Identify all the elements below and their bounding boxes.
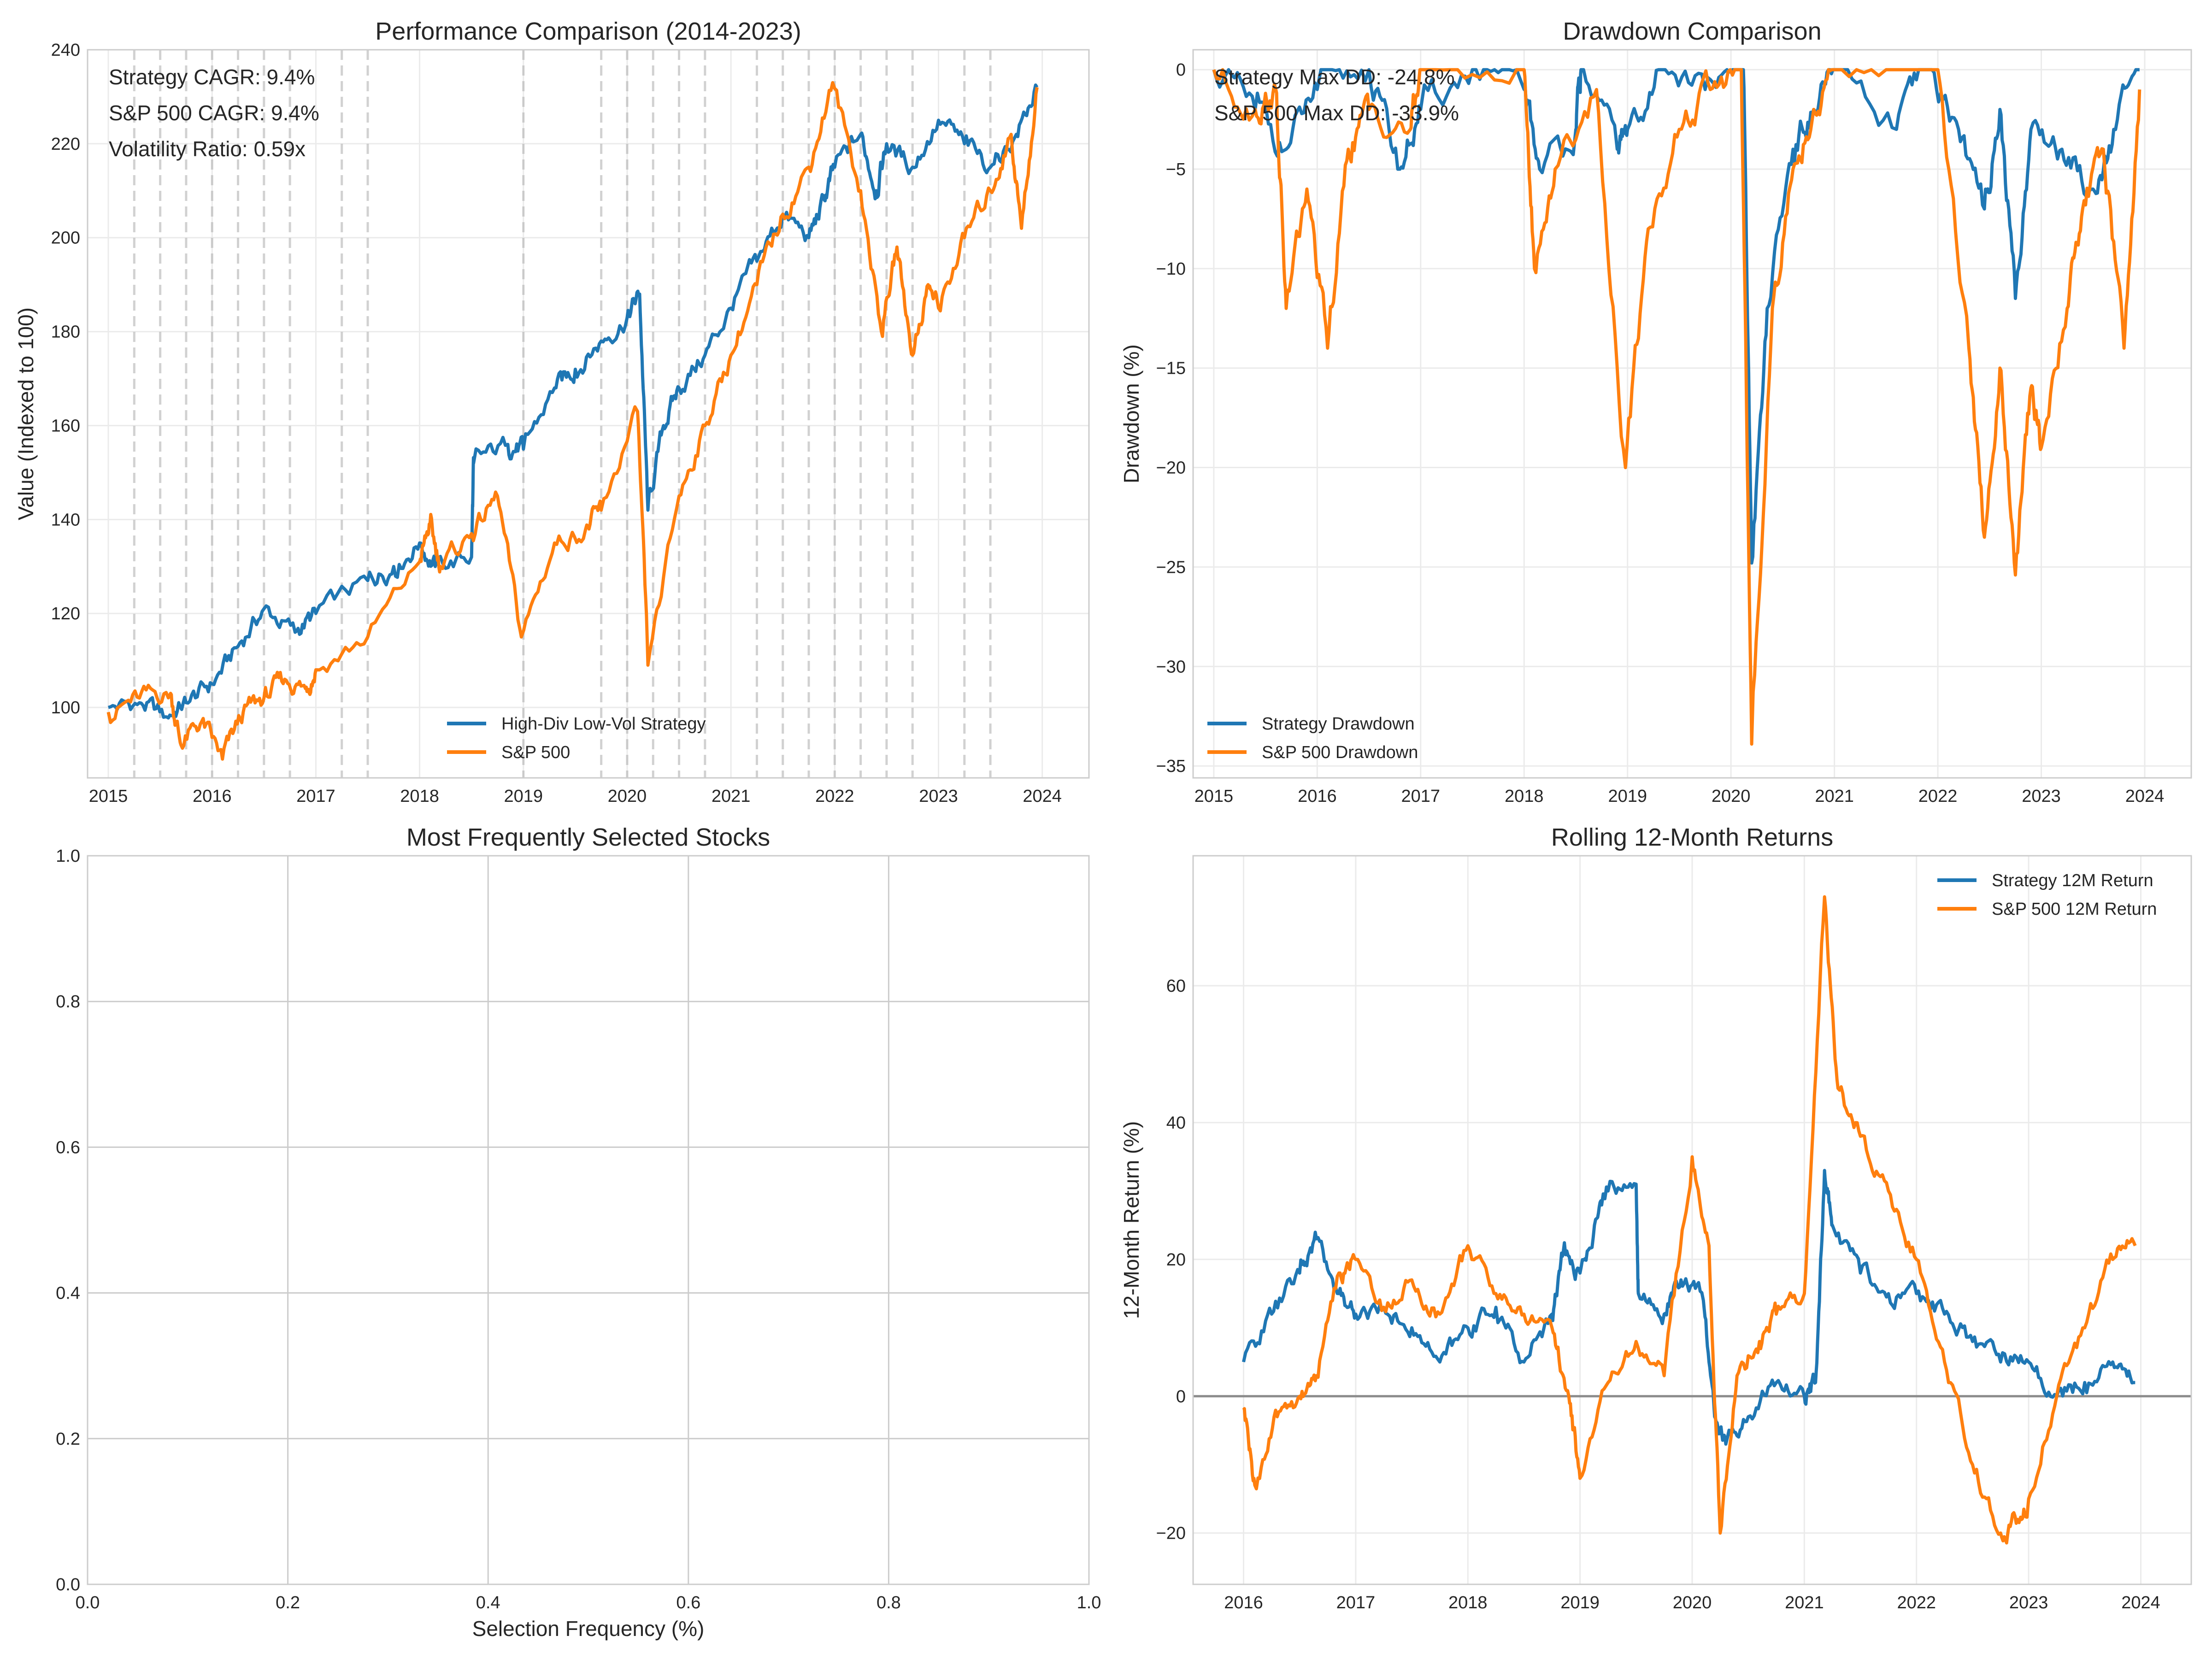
x-tick-label: 2019 (1608, 787, 1647, 806)
x-tick-label: 2019 (504, 787, 543, 806)
series-line-strategy (108, 83, 1039, 720)
y-tick-label: −20 (1156, 459, 1186, 478)
x-tick-label: 0.6 (676, 1593, 700, 1612)
y-tick-label: −10 (1156, 259, 1186, 279)
plot-area (88, 856, 1089, 1584)
annotation: S&P 500 CAGR: 9.4% (109, 101, 319, 125)
x-tick-label: 1.0 (1077, 1593, 1101, 1612)
chart-title: Performance Comparison (2014-2023) (375, 18, 801, 45)
y-tick-label: 0.4 (56, 1284, 80, 1303)
x-tick-label: 2018 (1505, 787, 1544, 806)
axes-frame (1192, 855, 2192, 1585)
chart-2: 2015 2016 2017 2018 2019 2020 2021 2022 2023 2024… (1119, 18, 2192, 806)
x-tick-label: 2022 (1918, 787, 1958, 806)
annotation: Strategy Max DD: -24.8% (1214, 65, 1455, 89)
y-tick-label: 40 (1166, 1113, 1186, 1133)
y-tick-label: 60 (1166, 977, 1186, 996)
legend-label: Strategy Drawdown (1262, 714, 1415, 734)
chart-4: 2016 2017 2018 2019 2020 2021 2022 2023 2024 −20 0… (1119, 824, 2192, 1612)
x-tick-label: 0.0 (76, 1593, 100, 1612)
x-tick-label: 2021 (1785, 1593, 1824, 1612)
chart-1: 2015 2016 2017 2018 2019 2020 2021 2022 2023 2024… (14, 18, 1090, 806)
chart-3: 0.0 0.2 0.4 0.6 0.8 1.0 0.0 0.2 0.4 0.6 0.8 1.0 Most… (56, 824, 1101, 1641)
x-tick-label: 2024 (2125, 787, 2165, 806)
y-tick-label: 100 (51, 698, 80, 718)
series-line-strategy (1212, 68, 2140, 565)
x-tick-label: 2020 (1712, 787, 1751, 806)
y-tick-label: 0.8 (56, 992, 80, 1012)
chart-title: Most Frequently Selected Stocks (406, 824, 770, 851)
x-tick-label: 2021 (1815, 787, 1854, 806)
y-tick-label: 200 (51, 229, 80, 248)
x-tick-label: 2020 (608, 787, 647, 806)
x-tick-label: 2017 (296, 787, 335, 806)
x-tick-label: 2020 (1673, 1593, 1712, 1612)
x-tick-label: 2016 (193, 787, 232, 806)
x-tick-label: 2022 (815, 787, 854, 806)
x-tick-label: 2022 (1897, 1593, 1936, 1612)
chart-title: Rolling 12-Month Returns (1551, 824, 1833, 851)
x-tick-label: 2024 (2121, 1593, 2160, 1612)
y-tick-label: 120 (51, 604, 80, 624)
series-line-sp500 (1242, 895, 2137, 1545)
series-line-sp500 (106, 81, 1039, 761)
y-tick-label: −25 (1156, 558, 1186, 577)
y-axis-label: Drawdown (%) (1119, 344, 1143, 483)
x-tick-label: 0.8 (877, 1593, 901, 1612)
x-tick-label: 2016 (1224, 1593, 1263, 1612)
x-tick-label: 2015 (89, 787, 128, 806)
x-axis-label: Selection Frequency (%) (472, 1617, 705, 1641)
y-tick-label: 0.2 (56, 1430, 80, 1449)
x-tick-label: 2023 (2022, 787, 2061, 806)
y-tick-label: −30 (1156, 657, 1186, 677)
x-tick-label: 2021 (712, 787, 751, 806)
plot-area (1193, 50, 2191, 778)
legend-label: S&P 500 Drawdown (1262, 743, 1418, 762)
annotation: S&P 500 Max DD: -33.9% (1214, 101, 1459, 125)
y-axis-label: Value (Indexed to 100) (14, 307, 38, 520)
x-tick-label: 2018 (1448, 1593, 1488, 1612)
x-tick-label: 2016 (1298, 787, 1337, 806)
x-tick-label: 2018 (400, 787, 439, 806)
axes-frame (87, 49, 1090, 779)
series-line-strategy (1242, 1169, 2136, 1446)
x-tick-label: 2019 (1560, 1593, 1600, 1612)
y-tick-label: 0.0 (56, 1575, 80, 1594)
y-tick-label: 0 (1176, 60, 1186, 80)
x-tick-label: 2015 (1194, 787, 1234, 806)
axes-frame (87, 855, 1090, 1585)
y-tick-label: 0 (1176, 1387, 1186, 1406)
y-tick-label: 220 (51, 135, 80, 154)
legend-label: S&P 500 (501, 743, 570, 762)
annotation: Strategy CAGR: 9.4% (109, 65, 315, 89)
x-tick-label: 2023 (2009, 1593, 2048, 1612)
legend-label: Strategy 12M Return (1992, 871, 2153, 890)
axes-frame (1192, 49, 2192, 779)
x-tick-label: 0.4 (476, 1593, 500, 1612)
legend-label: High-Div Low-Vol Strategy (501, 714, 706, 734)
y-tick-label: −15 (1156, 359, 1186, 378)
x-tick-label: 0.2 (276, 1593, 300, 1612)
x-tick-label: 2017 (1336, 1593, 1376, 1612)
y-tick-label: 1.0 (56, 847, 80, 866)
annotation: Volatility Ratio: 0.59x (109, 137, 306, 161)
y-tick-label: 140 (51, 510, 80, 529)
y-tick-label: 160 (51, 416, 80, 435)
y-tick-label: 0.6 (56, 1138, 80, 1157)
chart-title: Drawdown Comparison (1563, 18, 1821, 45)
y-axis-label: 12-Month Return (%) (1119, 1121, 1143, 1319)
x-tick-label: 2023 (919, 787, 958, 806)
series-line-sp500 (1212, 68, 2141, 746)
y-tick-label: 20 (1166, 1250, 1186, 1270)
legend-label: S&P 500 12M Return (1992, 900, 2157, 919)
y-tick-label: −35 (1156, 757, 1186, 776)
y-tick-label: −5 (1166, 160, 1186, 179)
x-tick-label: 2017 (1401, 787, 1441, 806)
y-tick-label: −20 (1156, 1524, 1186, 1543)
x-tick-label: 2024 (1023, 787, 1062, 806)
y-tick-label: 240 (51, 41, 80, 60)
plot-area (88, 50, 1089, 778)
y-tick-label: 180 (51, 323, 80, 342)
